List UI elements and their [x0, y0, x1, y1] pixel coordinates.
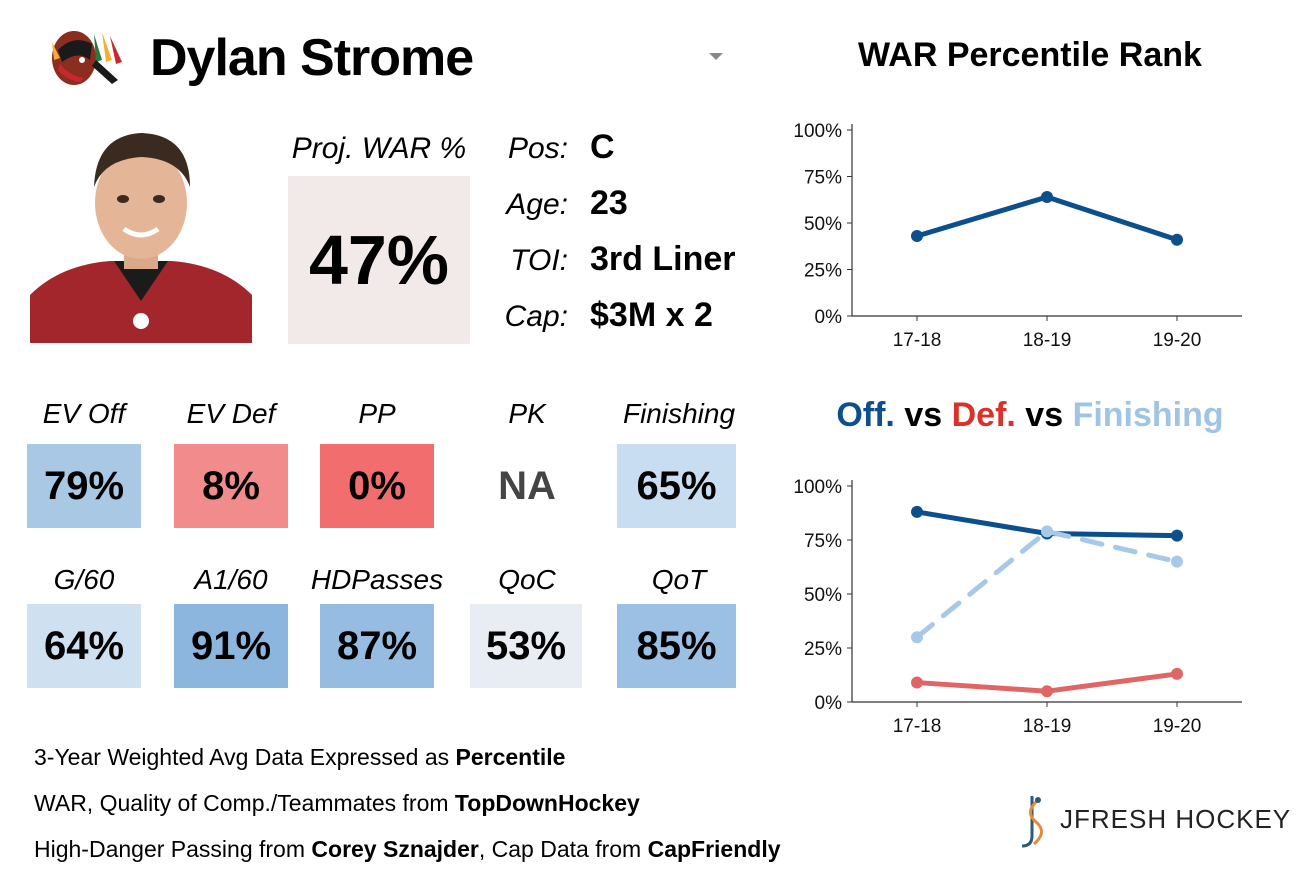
credit-bold: Percentile: [455, 744, 566, 770]
credit-text: WAR, Quality of Comp./Teammates from: [34, 790, 455, 816]
chevron-down-icon[interactable]: [702, 44, 730, 68]
metric-label: EV Off: [42, 398, 126, 429]
x-tick-label: 17-18: [893, 330, 942, 351]
title-part: Def.: [951, 396, 1016, 434]
x-tick-label: 18-19: [1023, 716, 1072, 737]
y-tick-label: 25%: [804, 261, 842, 282]
metric-label: G/60: [53, 564, 115, 595]
title-part: Finishing: [1072, 396, 1224, 434]
credit-line-2: WAR, Quality of Comp./Teammates from Top…: [34, 790, 640, 817]
info-row-cap: Cap: $3M x 2: [490, 296, 780, 340]
info-row-age: Age: 23: [490, 184, 780, 228]
y-tick-label: 100%: [793, 477, 842, 498]
brand-text: JFRESH HOCKEY: [1060, 804, 1292, 834]
credit-text: 3-Year Weighted Avg Data Expressed as: [34, 744, 456, 770]
player-name: Dylan Strome: [150, 29, 474, 87]
data-point: [911, 631, 923, 644]
info-value: C: [590, 128, 615, 166]
info-label: TOI:: [510, 244, 568, 277]
y-tick-label: 25%: [804, 639, 842, 660]
info-value: $3M x 2: [590, 296, 713, 334]
credit-bold: CapFriendly: [647, 836, 781, 862]
credit-line-1: 3-Year Weighted Avg Data Expressed as Pe…: [34, 744, 565, 771]
title-part: Off.: [836, 396, 895, 434]
metric-value: 8%: [174, 444, 288, 528]
x-tick-label: 18-19: [1023, 330, 1072, 351]
credit-text: High-Danger Passing from: [34, 836, 312, 862]
data-point: [1041, 685, 1053, 698]
data-point: [1041, 190, 1053, 203]
y-tick-label: 75%: [804, 531, 842, 552]
x-tick-label: 19-20: [1153, 330, 1202, 351]
proj-war-value: 47%: [288, 176, 470, 344]
credit-bold: Corey Sznajder: [311, 836, 479, 862]
credit-text: , Cap Data from: [478, 836, 648, 862]
info-label: Cap:: [504, 300, 568, 333]
chart-title-multi: Off. vs Def. vs Finishing: [780, 396, 1280, 435]
y-tick-label: 0%: [815, 693, 843, 714]
metric-value: 53%: [470, 604, 582, 688]
data-point: [911, 505, 923, 518]
metric-label: PP: [358, 398, 396, 429]
data-point: [911, 676, 923, 689]
data-point: [1041, 525, 1053, 538]
metric-value: 65%: [617, 444, 736, 528]
metric-value: 87%: [320, 604, 434, 688]
info-row-pos: Pos: C: [490, 128, 780, 172]
series-line: [914, 194, 1180, 243]
data-point: [1171, 233, 1183, 246]
metric-value: 0%: [320, 444, 434, 528]
metric-label: Finishing: [622, 398, 736, 429]
off-def-finishing-chart: 0% 25% 50% 75% 100% 17-18 18-19 19-20: [793, 477, 1242, 737]
data-point: [911, 230, 923, 243]
title-part: vs: [1015, 396, 1073, 434]
metric-value: NA: [470, 444, 584, 528]
data-point: [1171, 667, 1183, 680]
data-point: [1171, 555, 1183, 568]
info-label: Age:: [506, 188, 568, 221]
y-tick-label: 50%: [804, 214, 842, 235]
player-headshot-icon: [30, 125, 252, 343]
metric-label: HDPasses: [310, 564, 444, 595]
metric-label: QoC: [498, 564, 556, 595]
metric-value: 79%: [27, 444, 141, 528]
data-point: [1171, 529, 1183, 542]
jfresh-logo-icon: [1014, 792, 1054, 852]
proj-war-label: Proj. WAR %: [291, 132, 467, 165]
credit-line-3: High-Danger Passing from Corey Sznajder,…: [34, 836, 781, 863]
y-tick-label: 100%: [793, 121, 842, 142]
x-tick-label: 17-18: [893, 716, 942, 737]
metric-label: EV Def: [186, 398, 276, 429]
series-line: [914, 528, 1180, 640]
info-label: Pos:: [507, 132, 568, 165]
metric-value: 64%: [27, 604, 141, 688]
y-tick-label: 75%: [804, 168, 842, 189]
info-value: 3rd Liner: [590, 240, 736, 278]
chart-title: WAR Percentile Rank: [858, 36, 1202, 74]
y-tick-label: 50%: [804, 585, 842, 606]
metric-value: 91%: [174, 604, 288, 688]
war-percentile-chart: 0% 25% 50% 75% 100% 17-18 18-19 19-20: [793, 121, 1242, 351]
metric-label: A1/60: [194, 564, 268, 595]
blackhawks-logo-icon: [40, 20, 130, 90]
metric-value: 85%: [617, 604, 736, 688]
info-value: 23: [590, 184, 628, 222]
y-tick-label: 0%: [815, 307, 843, 328]
x-tick-label: 19-20: [1153, 716, 1202, 737]
metric-label: QoT: [651, 564, 707, 595]
metric-label: PK: [508, 398, 546, 429]
credit-bold: TopDownHockey: [454, 790, 640, 816]
title-part: vs: [894, 396, 952, 434]
info-row-toi: TOI: 3rd Liner: [490, 240, 780, 284]
